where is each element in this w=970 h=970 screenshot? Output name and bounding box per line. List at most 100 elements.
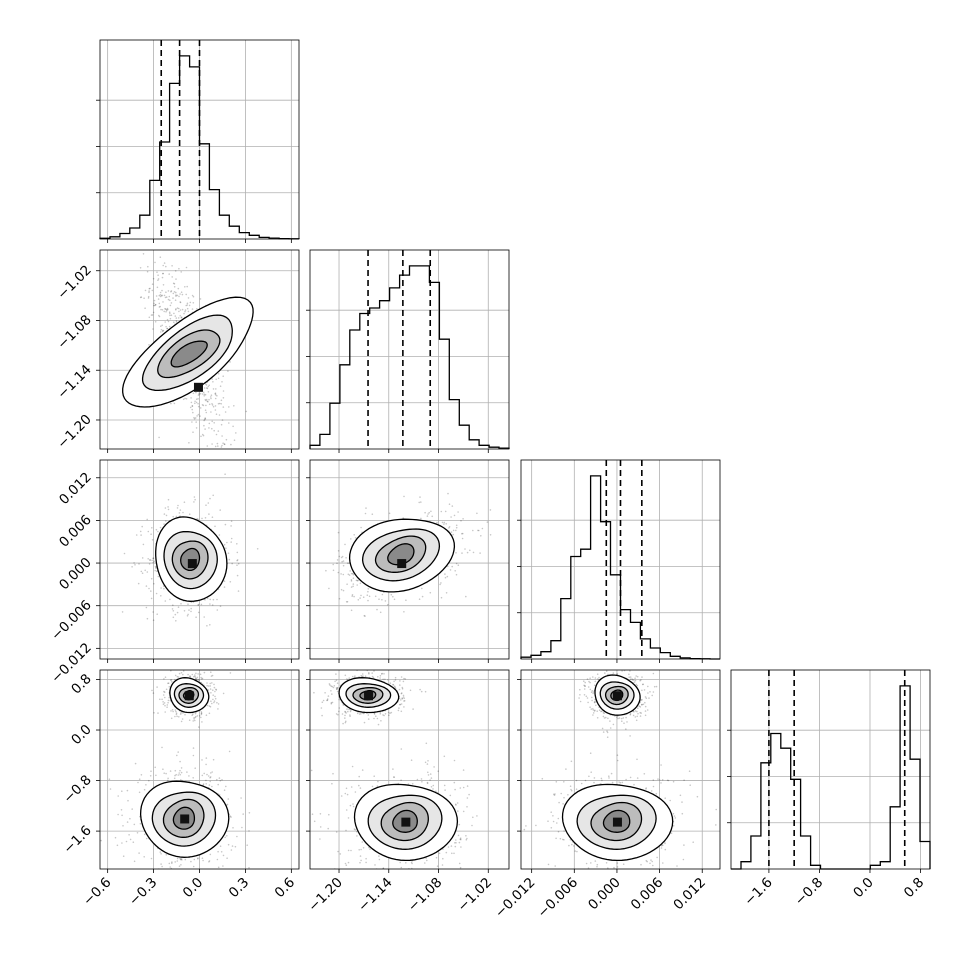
scatter-point (195, 398, 198, 401)
scatter-point (218, 777, 221, 779)
scatter-point (350, 580, 353, 582)
scatter-point (211, 427, 213, 430)
scatter-point (341, 560, 343, 563)
scatter-point (171, 862, 173, 864)
scatter-point (472, 816, 474, 819)
scatter-point (383, 714, 385, 717)
scatter-point (186, 304, 189, 306)
scatter-point (146, 617, 149, 620)
scatter-point (192, 777, 194, 779)
contour-line (157, 329, 221, 379)
scatter-point (465, 595, 467, 598)
scatter-point (454, 845, 457, 848)
scatter-point (191, 308, 194, 310)
scatter-point (390, 711, 393, 714)
scatter-point (190, 397, 192, 399)
scatter-point (426, 763, 429, 765)
scatter-point (169, 312, 171, 315)
scatter-point (481, 527, 484, 530)
scatter-point (401, 698, 404, 700)
scatter-point (187, 603, 189, 605)
scatter-point (177, 751, 179, 753)
scatter-point (211, 674, 214, 677)
scatter-point (217, 866, 220, 869)
scatter-point (174, 678, 176, 681)
scatter-point (345, 712, 347, 714)
scatter-point (168, 273, 170, 275)
scatter-point (164, 704, 166, 707)
scatter-point (435, 790, 437, 792)
scatter-point (164, 600, 167, 602)
scatter-point (150, 533, 152, 535)
scatter-point (359, 597, 361, 599)
scatter-point (160, 595, 162, 597)
scatter-point (403, 706, 405, 708)
scatter-point (175, 320, 178, 322)
scatter-point (158, 306, 161, 308)
scatter-point (193, 501, 195, 503)
scatter-point (399, 703, 401, 706)
scatter-point (187, 310, 190, 313)
scatter-point (371, 675, 374, 678)
scatter-point (427, 513, 429, 515)
scatter-point (374, 595, 377, 598)
scatter-point (188, 609, 190, 611)
scatter-point (361, 841, 364, 843)
scatter-point (174, 709, 177, 711)
scatter-point (195, 677, 197, 680)
scatter-point (347, 817, 350, 819)
scatter-point (345, 829, 347, 832)
scatter-point (169, 866, 171, 868)
scatter-point (365, 667, 367, 669)
scatter-point (161, 870, 163, 872)
scatter-point (201, 857, 204, 859)
scatter-point (365, 507, 367, 509)
scatter-point (359, 787, 362, 789)
scatter-point (335, 687, 338, 689)
panel-frame (309, 459, 510, 660)
scatter-point (157, 298, 160, 300)
scatter-point (429, 779, 431, 781)
scatter-point (489, 509, 492, 511)
scatter-point (203, 665, 205, 667)
scatter-point (194, 677, 197, 679)
scatter-point (202, 404, 205, 407)
scatter-point (164, 711, 166, 713)
scatter-point (175, 713, 178, 716)
scatter-point (222, 442, 224, 445)
scatter-point (200, 716, 202, 719)
contour-line (139, 780, 230, 858)
scatter-point (180, 316, 183, 319)
scatter-point (233, 439, 236, 442)
contour-line (151, 791, 217, 847)
scatter-point (227, 552, 230, 554)
scatter-point (165, 296, 168, 298)
scatter-point (149, 287, 151, 290)
scatter-point (202, 434, 205, 437)
scatter-point (327, 827, 330, 830)
scatter-point (167, 699, 170, 702)
scatter-point (213, 701, 215, 704)
scatter-point (197, 611, 200, 614)
scatter-point (352, 585, 354, 588)
scatter-point (440, 510, 443, 513)
scatter-point (378, 858, 381, 861)
scatter-point (389, 712, 391, 714)
scatter-point (444, 576, 447, 579)
scatter-point (148, 316, 151, 319)
scatter-point (158, 436, 160, 439)
scatter-point (359, 861, 361, 864)
scatter-point (205, 783, 207, 785)
scatter-point (122, 825, 124, 827)
scatter-point (163, 772, 165, 774)
scatter-point (489, 534, 492, 536)
scatter-point (426, 782, 429, 785)
scatter-point (127, 799, 129, 802)
contour-line (338, 677, 400, 714)
scatter-point (192, 747, 195, 749)
scatter-point (172, 292, 175, 295)
scatter-point (453, 514, 456, 517)
scatter-point (381, 672, 384, 675)
scatter-point (211, 378, 213, 380)
scatter-point (402, 887, 404, 889)
